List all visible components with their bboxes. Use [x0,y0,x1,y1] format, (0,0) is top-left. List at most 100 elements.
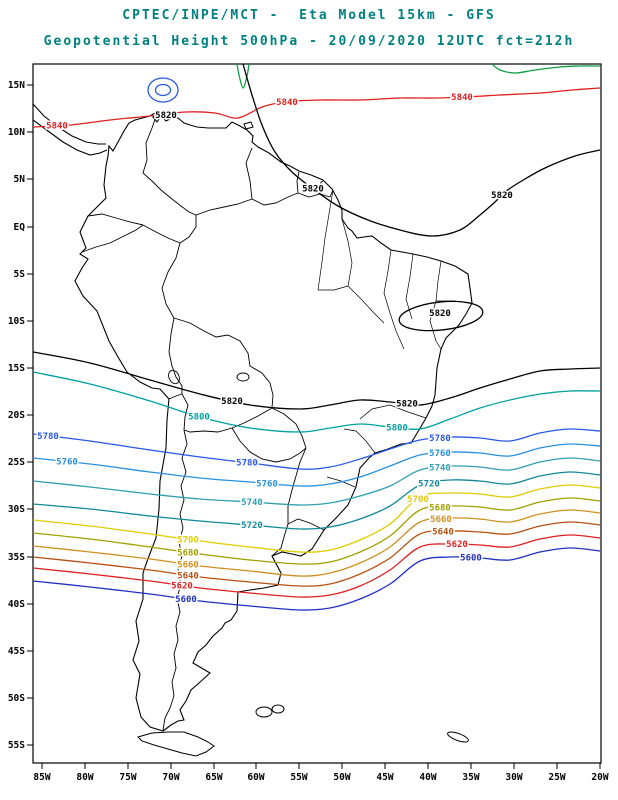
border-line [168,393,183,400]
state-border-line [359,404,427,420]
contour-label-5600: 5600 [460,554,482,564]
contour-label-5640: 5640 [432,528,454,538]
island-tierra-del-fuego [137,731,215,757]
border-line [81,224,144,253]
contour-label-5820: 5820 [491,191,513,201]
contour-label-5760: 5760 [56,458,78,468]
border-line [319,180,324,195]
border-line [173,317,274,409]
border-line [319,189,334,198]
lon-label-40W: 40W [419,772,436,783]
state-border-line [343,428,376,454]
contour-label-5840: 5840 [276,98,298,108]
border-line [142,224,181,244]
lat-label-EQ: EQ [14,222,26,233]
state-border-line [435,260,442,302]
border-line [142,110,197,216]
border-line [245,147,253,200]
contour-label-5800: 5800 [386,423,408,433]
contour-line-5640 [33,521,601,587]
border-line [231,407,273,429]
lon-label-45W: 45W [376,772,393,783]
state-border-line [326,476,356,488]
lat-label-25S: 25S [8,457,25,468]
border-line [87,213,144,226]
lon-label-25W: 25W [548,772,565,783]
state-border-line [405,253,414,320]
contour-label-5620: 5620 [446,540,468,550]
contour-label-5780: 5780 [236,459,258,469]
state-border-line [347,285,385,324]
contour-line-5780 [33,428,601,470]
lon-label-80W: 80W [76,772,93,783]
lon-label-65W: 65W [205,772,222,783]
contour-line-5820 [33,351,601,410]
contour-label-5620: 5620 [171,581,193,591]
state-border-line [389,312,405,350]
contour-line-5720 [33,471,601,530]
contour-line-5660 [33,509,601,577]
lat-label-35S: 35S [8,552,25,563]
contour-label-5700: 5700 [177,535,199,545]
contour-line-5860 [491,64,601,74]
border-line [271,407,307,449]
lon-label-70W: 70W [162,772,179,783]
coastline-south-america [74,110,473,732]
contour-label-5720: 5720 [418,480,440,490]
contour-label-5820: 5820 [302,185,324,195]
border-line [168,317,183,394]
border-line [161,242,181,319]
lat-label-15N: 15N [8,80,25,91]
lat-label-45S: 45S [8,646,25,657]
lat-label-55S: 55S [8,740,25,751]
contour-label-5680: 5680 [177,548,199,558]
contour-label-5700: 5700 [407,495,429,505]
border-line [195,198,253,216]
lon-label-85W: 85W [33,772,50,783]
lon-label-55W: 55W [290,772,307,783]
border-line [179,215,197,244]
lake-titicaca [168,369,180,385]
contour-line-5760 [33,443,601,487]
contour-label-5840: 5840 [46,122,68,132]
lon-label-30W: 30W [505,772,522,783]
border-line [297,192,321,198]
coastline-central-america-caribbean [33,103,106,145]
contour-label-5820: 5820 [396,400,418,410]
border-line [231,427,307,463]
contour-line-5680 [33,497,601,565]
state-border-line [318,285,349,291]
state-border-line [317,189,334,291]
contour-label-5760: 5760 [429,449,451,459]
contour-label-5820: 5820 [429,309,451,319]
state-border-line [341,218,353,287]
contour-label-5780: 5780 [429,434,451,444]
lon-label-50W: 50W [333,772,350,783]
lat-label-40S: 40S [8,599,25,610]
lat-label-30S: 30S [8,504,25,515]
island-south-georgia [447,731,469,743]
lat-label-5N: 5N [14,174,26,185]
border-line [287,518,325,531]
contour-line-5820 [242,64,601,237]
contour-layer [33,64,601,611]
lat-label-5S: 5S [14,269,26,280]
contour-line-5840 [33,87,601,128]
island-trinidad [243,121,254,130]
chart-title-line2: Geopotential Height 500hPa - 20/09/2020 … [43,34,575,49]
contour-label-5660: 5660 [430,515,452,525]
island-falkland-east [271,704,285,714]
contour-line-5620 [33,534,601,598]
lat-label-10N: 10N [8,127,25,138]
lon-label-20W: 20W [591,772,608,783]
lat-label-20S: 20S [8,410,25,421]
border-line [251,192,299,206]
border-line [183,427,233,433]
contour-label-5800: 5800 [188,413,210,423]
contour-ellipse-5820 [147,77,179,103]
lat-label-15S: 15S [8,363,25,374]
contour-label-5720: 5720 [241,521,263,531]
border-line [287,447,307,524]
